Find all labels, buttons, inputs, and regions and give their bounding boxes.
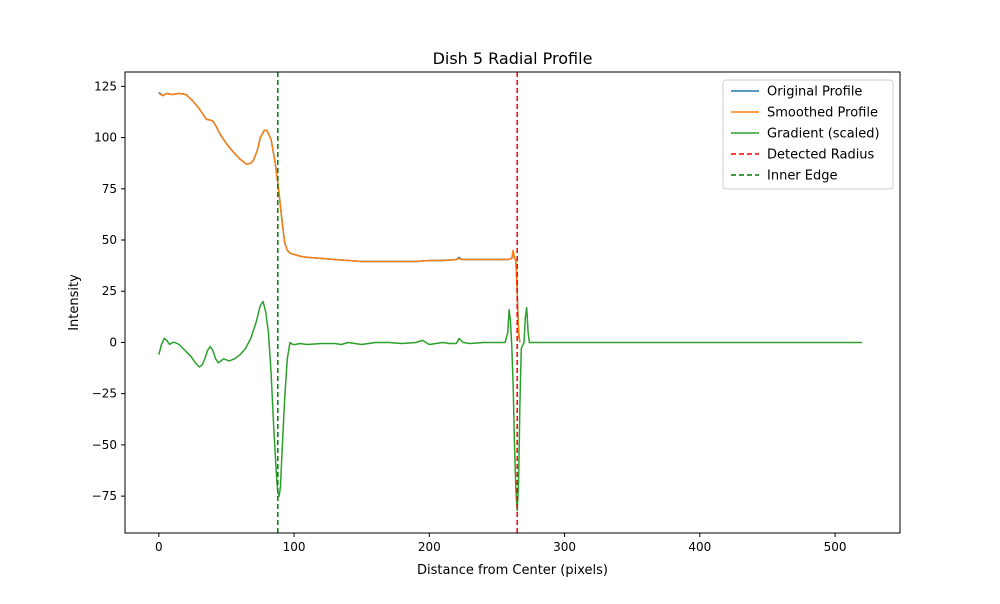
legend-label: Inner Edge xyxy=(767,169,838,184)
y-tick-label: −25 xyxy=(92,387,117,401)
series-line-smoothed-profile xyxy=(158,92,521,343)
x-tick-label: 0 xyxy=(155,540,163,554)
legend-label: Gradient (scaled) xyxy=(767,127,880,142)
y-axis-label: Intensity xyxy=(67,274,82,331)
x-tick-label: 200 xyxy=(418,540,441,554)
y-tick-label: 75 xyxy=(102,182,117,196)
x-tick-label: 400 xyxy=(688,540,711,554)
series-line-original-profile xyxy=(158,91,521,343)
y-tick-label: −75 xyxy=(92,489,117,503)
series-line-gradient-scaled xyxy=(158,300,863,512)
y-tick-label: 50 xyxy=(102,233,117,247)
chart-title: Dish 5 Radial Profile xyxy=(433,49,593,68)
y-tick-label: 25 xyxy=(102,284,117,298)
legend-label: Smoothed Profile xyxy=(767,106,878,121)
y-tick-label: 0 xyxy=(109,335,117,349)
legend: Original Profile Smoothed Profile Gradient… xyxy=(722,79,894,190)
plot-frame xyxy=(124,71,901,534)
legend-label: Original Profile xyxy=(767,85,862,100)
y-tick-label: −50 xyxy=(92,438,117,452)
x-tick-label: 500 xyxy=(824,540,847,554)
legend-label: Detected Radius xyxy=(767,148,875,163)
x-axis-label: Distance from Center (pixels) xyxy=(417,563,608,578)
x-tick-label: 100 xyxy=(283,540,306,554)
y-tick-label: 125 xyxy=(94,79,117,93)
legend-box xyxy=(722,79,894,190)
y-tick-label: 100 xyxy=(94,131,117,145)
x-tick-label: 300 xyxy=(553,540,576,554)
